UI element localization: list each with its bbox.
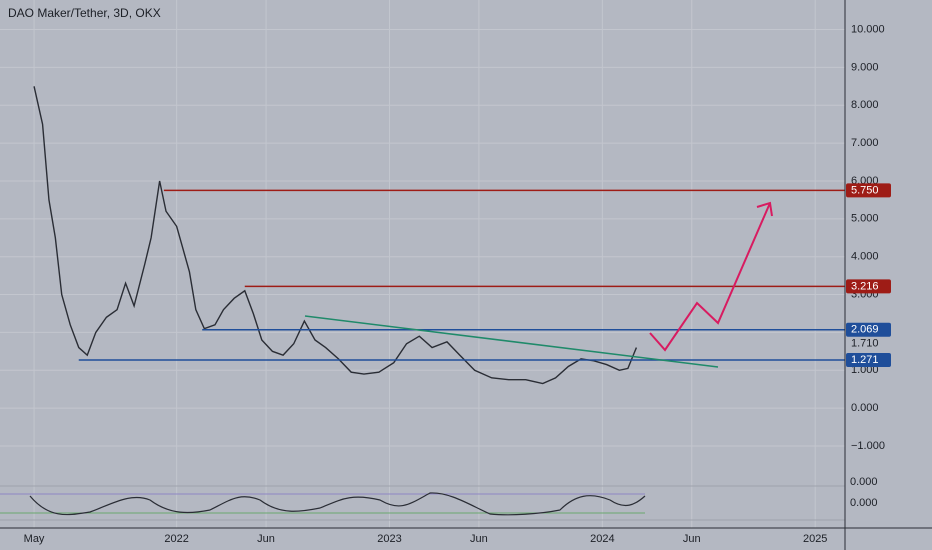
x-tick-label: Jun [470,533,488,545]
trendline [304,315,719,368]
x-tick-label: 2023 [377,533,401,545]
level-label: 3.216 [851,280,879,292]
grid [0,0,845,528]
y-tick-label: 9.000 [851,61,879,73]
last-price-label: 1.710 [851,337,879,349]
level-label: 5.750 [851,184,879,196]
chart-title: DAO Maker/Tether, 3D, OKX [8,6,161,20]
level-label: 1.271 [851,354,879,366]
level-tag [846,353,891,368]
price-line [33,86,638,385]
projection-path [649,202,771,352]
y-tick-label: 10.000 [851,23,885,35]
oscillator-axis-label: 0.000 [850,497,878,509]
x-tick-label: 2022 [164,533,188,545]
y-tick-label: 0.000 [851,402,879,414]
level-tag [846,322,891,337]
y-tick-label: −1.000 [851,440,885,452]
y-tick-label: 4.000 [851,251,879,263]
x-tick-label: 2025 [803,533,827,545]
level-tag [846,279,891,294]
x-tick-label: Jun [257,533,275,545]
level-label: 2.069 [851,324,879,336]
x-tick-label: 2024 [590,533,614,545]
projection-arrowhead [756,201,773,217]
y-tick-label: 1.000 [851,364,879,376]
x-tick-label: May [24,533,45,545]
y-tick-label: 7.000 [851,137,879,149]
marks [33,86,845,385]
level-tag [846,183,891,198]
x-tick-label: Jun [683,533,701,545]
oscillator-line [29,492,646,516]
y-tick-label: 8.000 [851,99,879,111]
volume-axis-label: 0.000 [850,476,878,488]
y-tick-label: 5.000 [851,213,879,225]
